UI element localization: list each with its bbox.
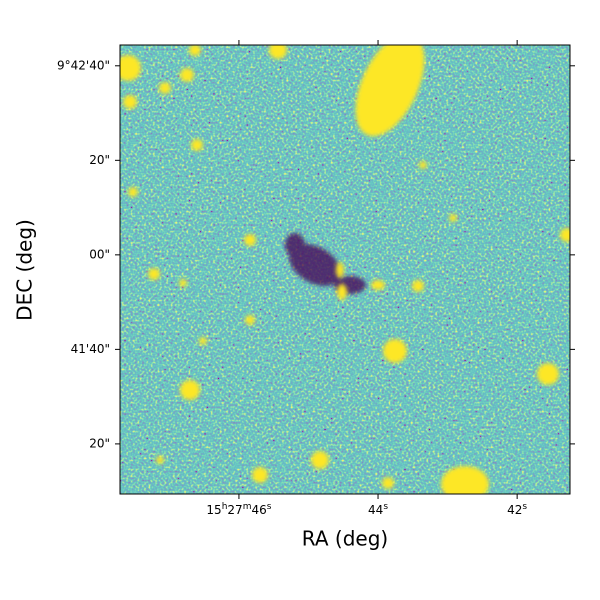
y-axis-title: DEC (deg)	[13, 219, 37, 321]
y-tick-label: 20"	[89, 153, 110, 167]
plot-frame	[119, 44, 571, 495]
y-tick-label: 9°42'40"	[57, 58, 110, 72]
x-tick-label: 44s	[368, 502, 388, 517]
x-tick-label: 42s	[507, 502, 527, 517]
x-tick-label: 15h27m46s	[206, 502, 271, 517]
y-tick-label: 41'40"	[71, 342, 110, 356]
y-tick-label: 20"	[89, 436, 110, 450]
x-axis-title: RA (deg)	[302, 527, 388, 551]
image	[120, 45, 570, 494]
y-tick-label: 00"	[89, 247, 110, 261]
